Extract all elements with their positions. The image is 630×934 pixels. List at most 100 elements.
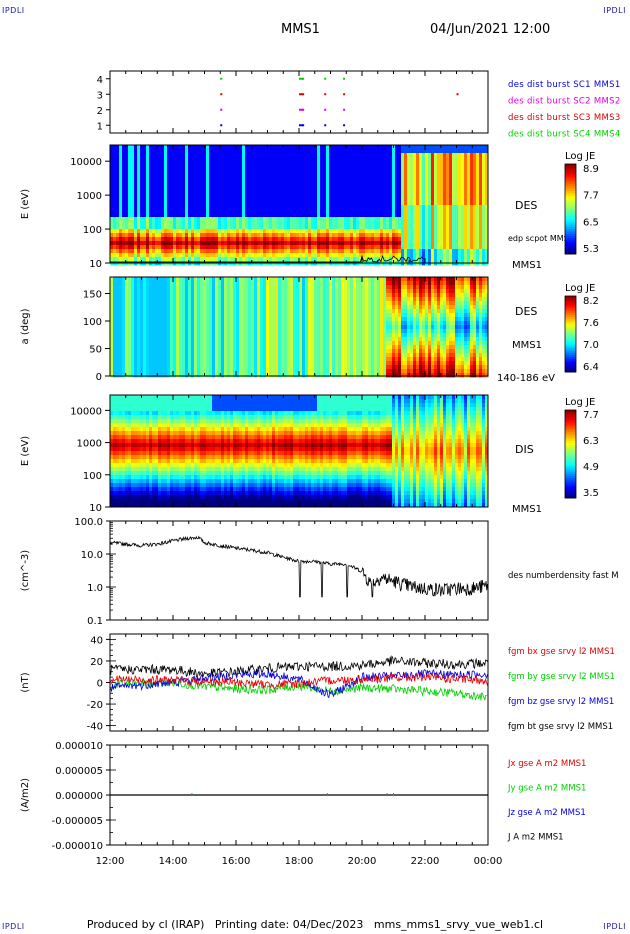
x-tick-label: 18:00 bbox=[285, 856, 314, 867]
bfield-ytick-label: 0 bbox=[97, 679, 103, 690]
x-ticks-panel-4 bbox=[109, 395, 489, 507]
des-pitch-spectrogram bbox=[110, 277, 489, 378]
density-ytick-label: 100.0 bbox=[74, 517, 103, 528]
burst-mark bbox=[343, 93, 346, 96]
des-pitch-energy-range: 140-186 eV bbox=[497, 373, 555, 384]
corner-label-top-right: IPDLI bbox=[603, 6, 626, 15]
burst-ytick-label: 3 bbox=[97, 90, 103, 101]
burst-legend-3: des dist burst SC3 MMS3 bbox=[508, 113, 621, 123]
bfield-legend-4: fgm bt gse srvy l2 MMS1 bbox=[508, 722, 613, 732]
footer-printing-date: Printing date: 04/Dec/2023 bbox=[214, 918, 364, 931]
dis-energy-ytick-label: 1000 bbox=[77, 439, 102, 450]
x-ticks-panel-1 bbox=[109, 71, 489, 133]
dis-energy-colorbar-tick-label: 3.5 bbox=[583, 488, 599, 499]
density-ytick-label: 1.0 bbox=[87, 583, 103, 594]
des-pitch-ytick-label: 100 bbox=[83, 317, 102, 328]
burst-mark bbox=[324, 124, 327, 127]
datetime-title: 04/Jun/2021 12:00 bbox=[430, 22, 551, 37]
dis-energy-ylabel: E (eV) bbox=[20, 436, 31, 466]
burst-mark bbox=[220, 108, 223, 111]
burst-legend-1: des dist burst SC1 MMS1 bbox=[508, 80, 621, 90]
density-ytick-label: 0.1 bbox=[87, 616, 103, 627]
des-pitch-colorbar-tick-label: 7.6 bbox=[583, 318, 599, 329]
x-tick-label: 14:00 bbox=[159, 856, 188, 867]
x-ticks-panel-3 bbox=[109, 277, 489, 376]
burst-mark bbox=[299, 124, 303, 127]
current-ytick-label: -0.000005 bbox=[52, 816, 103, 827]
bfield-series-4 bbox=[109, 655, 489, 678]
des-energy-label: DES bbox=[515, 199, 537, 212]
des-pitch-colorbar-tick-label: 8.2 bbox=[583, 296, 599, 307]
bfield-ytick-label: 40 bbox=[90, 635, 103, 646]
dis-energy-colorbar bbox=[564, 409, 577, 499]
des-energy-colorbar-tick-label: 8.9 bbox=[583, 164, 599, 175]
des-energy-ytick-label: 10 bbox=[89, 259, 102, 270]
footer-file: mms_mms1_srvy_vue_web1.cl bbox=[373, 918, 544, 931]
corner-label-top-left: IPDLI bbox=[2, 6, 25, 15]
burst-mark bbox=[324, 108, 327, 111]
footer: Produced by cl (IRAP) Printing date: 04/… bbox=[0, 918, 630, 931]
des-pitch-colorbar-tick-label: 7.0 bbox=[583, 340, 599, 351]
des-energy-ylabel: E (eV) bbox=[20, 189, 31, 219]
corner-label-bottom-left: IPDLI bbox=[2, 922, 25, 931]
current-ytick-label: 0.000010 bbox=[55, 741, 103, 752]
des-energy-ytick-label: 10000 bbox=[70, 157, 102, 168]
current-legend-4: J A m2 MMS1 bbox=[507, 833, 564, 843]
footer-produced-by: Produced by cl (IRAP) bbox=[86, 918, 205, 931]
x-tick-label: 20:00 bbox=[348, 856, 377, 867]
current-ytick-label: -0.000010 bbox=[52, 841, 103, 852]
bfield-ytick-label: -40 bbox=[87, 722, 103, 733]
des-energy-colorbar-tick-label: 7.7 bbox=[583, 191, 599, 202]
x-tick-label: 00:00 bbox=[474, 856, 503, 867]
burst-mark bbox=[302, 77, 305, 80]
dis-energy-sublabel: MMS1 bbox=[512, 504, 542, 515]
bfield-ytick-label: -20 bbox=[87, 700, 103, 711]
current-ytick-label: 0.000005 bbox=[55, 766, 103, 777]
current-legend-3: Jz gse A m2 MMS1 bbox=[507, 808, 586, 818]
des-pitch-sublabel: MMS1 bbox=[512, 340, 542, 351]
x-ticks-panel-7 bbox=[109, 745, 489, 845]
dis-energy-label: DIS bbox=[515, 443, 534, 456]
density-ylabel: (cm^-3) bbox=[20, 550, 31, 591]
des-energy-colorbar-tick-label: 5.3 bbox=[583, 244, 599, 255]
des-energy-colorbar-title: Log JE bbox=[565, 151, 595, 162]
burst-mark bbox=[302, 108, 305, 111]
des-energy-colorbar bbox=[564, 163, 577, 255]
dis-energy-ytick-label: 10 bbox=[89, 503, 102, 514]
x-ticks-panel-2 bbox=[109, 145, 489, 263]
des-energy-colorbar-tick-label: 6.5 bbox=[583, 217, 599, 228]
corner-label-bottom-right: IPDLI bbox=[603, 922, 626, 931]
x-tick-label: 22:00 bbox=[411, 856, 440, 867]
burst-panel-frame bbox=[109, 70, 489, 134]
dis-energy-colorbar-tick-label: 4.9 bbox=[583, 462, 599, 473]
burst-mark bbox=[324, 77, 327, 80]
dis-energy-ytick-label: 10000 bbox=[70, 406, 102, 417]
des-energy-ytick-label: 100 bbox=[83, 225, 102, 236]
burst-mark bbox=[220, 77, 223, 80]
burst-mark bbox=[302, 124, 305, 127]
burst-ytick-label: 4 bbox=[97, 75, 103, 86]
burst-mark bbox=[324, 93, 327, 96]
mission-title: MMS1 bbox=[281, 22, 320, 37]
burst-mark bbox=[456, 93, 459, 96]
x-tick-label: 12:00 bbox=[96, 856, 125, 867]
burst-mark bbox=[220, 93, 223, 96]
burst-legend-4: des dist burst SC4 MMS4 bbox=[508, 130, 621, 140]
burst-mark bbox=[299, 77, 303, 80]
density-legend: des numberdensity fast M bbox=[508, 571, 619, 581]
dis-energy-colorbar-tick-label: 6.3 bbox=[583, 436, 599, 447]
current-ylabel: (A/m2) bbox=[20, 778, 31, 812]
scpot-label: edp scpot MMS1 bbox=[508, 234, 574, 243]
des-energy-ytick-label: 1000 bbox=[77, 191, 102, 202]
density-ytick-label: 10.0 bbox=[81, 550, 103, 561]
des-pitch-colorbar-title: Log JE bbox=[565, 283, 595, 294]
burst-legend-2: des dist burst SC2 MMS2 bbox=[508, 97, 621, 107]
dis-energy-colorbar-tick-label: 7.7 bbox=[583, 410, 599, 421]
des-pitch-ytick-label: 0 bbox=[96, 372, 102, 383]
des-pitch-ytick-label: 150 bbox=[83, 290, 102, 301]
bfield-ytick-label: 20 bbox=[90, 657, 103, 668]
bfield-ylabel: (nT) bbox=[20, 672, 31, 692]
burst-mark bbox=[343, 124, 346, 127]
des-pitch-colorbar bbox=[564, 295, 577, 373]
